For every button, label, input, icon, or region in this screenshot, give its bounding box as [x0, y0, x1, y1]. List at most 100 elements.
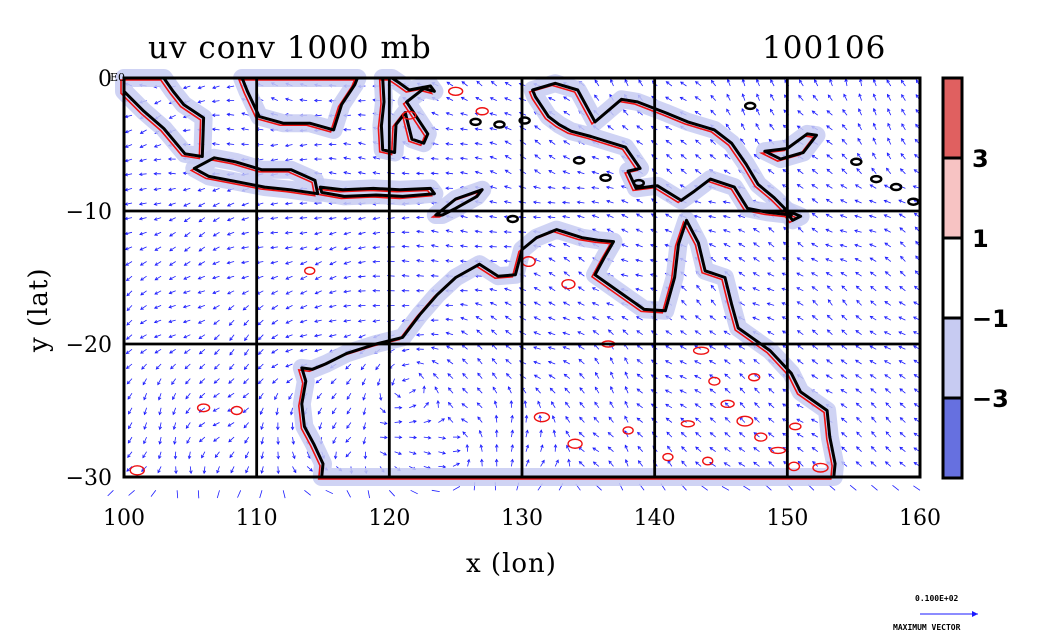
- wind-vector-head: [883, 214, 888, 218]
- wind-vector: [743, 485, 751, 491]
- wind-vector-head: [607, 329, 612, 333]
- wind-vector-head: [738, 345, 742, 349]
- colorbar-segment: [943, 78, 962, 158]
- wind-vector: [126, 363, 133, 369]
- wind-vector: [199, 231, 206, 237]
- wind-vector: [475, 215, 483, 218]
- wind-vector: [508, 386, 512, 394]
- wind-vector: [680, 345, 687, 350]
- wind-vector-head: [738, 462, 742, 466]
- wind-vector-head: [594, 357, 598, 362]
- wind-vector: [841, 315, 848, 321]
- wind-vector-head: [138, 172, 143, 176]
- wind-vector-head: [168, 305, 173, 309]
- wind-vector: [271, 319, 279, 325]
- wind-vector: [624, 401, 629, 408]
- wind-vector-head: [766, 287, 771, 291]
- wind-vector-head: [898, 199, 903, 203]
- wind-vector-head: [594, 94, 598, 99]
- wind-vector: [188, 451, 191, 459]
- wind-vector-head: [577, 345, 582, 349]
- wind-vector-head: [739, 373, 743, 377]
- wind-vector-head: [357, 99, 362, 103]
- wind-vector: [329, 261, 337, 265]
- wind-vector: [840, 374, 848, 379]
- wind-vector: [798, 461, 804, 467]
- wind-vector-head: [812, 461, 816, 465]
- wind-vector: [198, 305, 206, 309]
- wind-vector-head: [212, 275, 216, 280]
- wind-vector-head: [328, 171, 333, 175]
- wind-vector: [665, 140, 673, 145]
- wind-vector: [460, 112, 468, 116]
- coastline-sulawesi: [379, 76, 436, 154]
- positive-contour-blob: [812, 462, 829, 473]
- wind-vector: [892, 484, 900, 491]
- wind-vector-head: [474, 141, 479, 146]
- wind-vector-head: [913, 402, 918, 407]
- wind-vector-head: [343, 246, 348, 251]
- wind-vector-head: [363, 455, 368, 460]
- wind-vector-head: [708, 229, 712, 233]
- wind-vector-head: [840, 199, 844, 203]
- wind-vector: [812, 169, 819, 175]
- wind-vector: [552, 415, 556, 423]
- wind-vector-head: [276, 426, 280, 431]
- wind-vector-head: [243, 424, 248, 429]
- wind-vector-head: [257, 351, 262, 355]
- wind-vector-head: [620, 258, 625, 262]
- wind-vector-head: [299, 334, 304, 338]
- wind-vector-head: [899, 388, 903, 392]
- wind-vector: [300, 158, 308, 161]
- wind-vector-head: [343, 171, 348, 175]
- wind-vector-head: [553, 443, 558, 448]
- wind-vector: [768, 169, 775, 175]
- wind-vector: [306, 451, 311, 459]
- wind-vector-head: [650, 287, 654, 291]
- wind-vector-head: [446, 97, 450, 101]
- wind-vector-head: [592, 432, 597, 436]
- wind-vector: [475, 157, 483, 160]
- wind-vector-head: [401, 259, 406, 263]
- wind-vector: [578, 286, 585, 292]
- wind-vector: [259, 490, 263, 499]
- wind-vector-head: [753, 461, 757, 466]
- wind-vector: [475, 97, 483, 101]
- wind-vector-head: [226, 85, 231, 89]
- wind-vector: [505, 169, 512, 175]
- wind-vector-head: [431, 360, 436, 364]
- wind-vector: [316, 392, 323, 399]
- wind-vector-head: [445, 156, 449, 161]
- wind-vector-head: [532, 185, 537, 189]
- wind-vector-head: [533, 287, 538, 291]
- wind-vector-head: [329, 261, 334, 266]
- wind-vector: [480, 444, 483, 452]
- wind-vector-head: [827, 299, 832, 303]
- wind-vector-head: [416, 156, 420, 161]
- wind-vector-head: [769, 123, 773, 128]
- wind-vector-head: [313, 143, 318, 147]
- wind-vector: [437, 400, 439, 408]
- wind-vector: [140, 129, 147, 134]
- wind-vector-head: [694, 417, 699, 422]
- wind-vector-head: [172, 396, 176, 401]
- wind-vector: [345, 363, 352, 370]
- wind-vector: [460, 215, 468, 218]
- wind-vector-head: [843, 93, 847, 98]
- wind-vector-head: [797, 447, 801, 451]
- wind-vector-head: [241, 231, 245, 236]
- chart-date-label: 100106: [762, 30, 886, 66]
- wind-vector: [534, 154, 541, 160]
- colorbar-tick-label: 1: [972, 225, 989, 253]
- wind-vector: [416, 157, 424, 160]
- wind-vector-head: [738, 242, 742, 247]
- wind-vector: [710, 403, 716, 409]
- wind-vector: [579, 432, 585, 438]
- wind-vector-head: [445, 229, 450, 233]
- wind-vector: [884, 374, 892, 379]
- wind-vector-head: [138, 158, 143, 163]
- wind-vector: [695, 96, 702, 101]
- wind-vector: [534, 125, 541, 131]
- wind-vector: [271, 261, 278, 264]
- wind-vector-head: [357, 216, 362, 221]
